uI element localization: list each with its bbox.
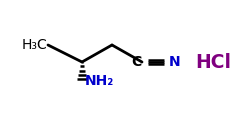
Text: H₃C: H₃C (21, 38, 47, 52)
Text: NH₂: NH₂ (85, 74, 114, 88)
Text: N: N (169, 55, 180, 69)
Text: C: C (131, 55, 141, 69)
Text: HCl: HCl (195, 52, 231, 72)
